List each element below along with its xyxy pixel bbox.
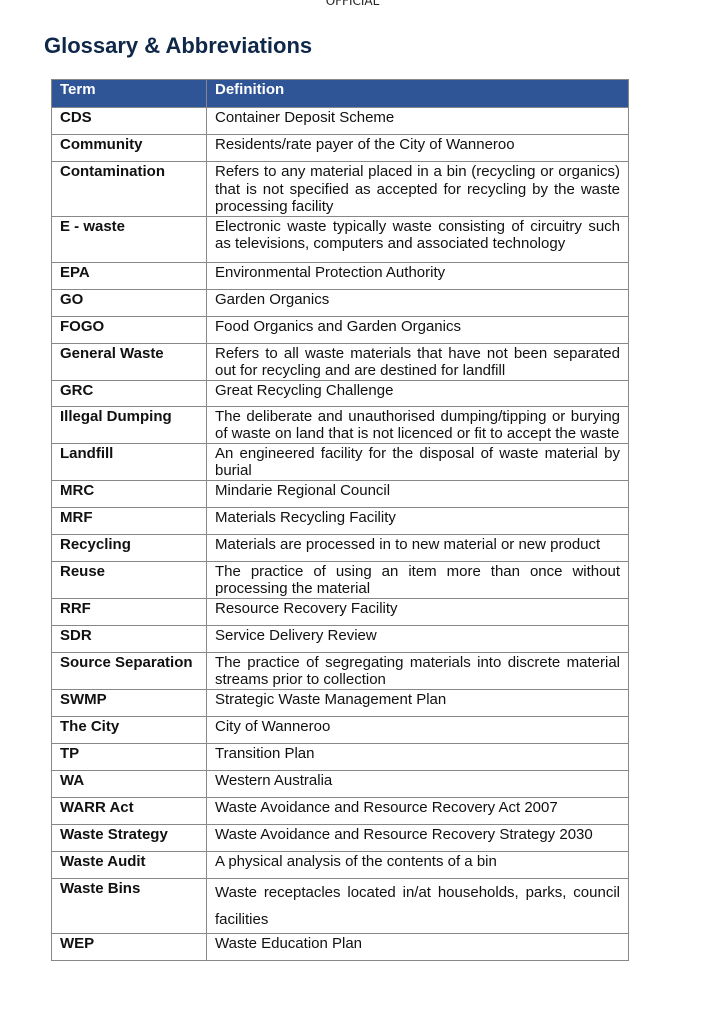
term-cell: Waste Bins xyxy=(51,877,207,934)
term-cell: RRF xyxy=(51,597,207,626)
term-cell: Reuse xyxy=(51,560,207,599)
official-header: OFFICIAL xyxy=(325,0,380,8)
table-row: GRC Great Recycling Challenge xyxy=(51,379,629,407)
definition-cell: Waste Avoidance and Resource Recovery St… xyxy=(206,823,629,852)
table-row: WARR Act Waste Avoidance and Resource Rec… xyxy=(51,796,629,825)
definition-cell: Western Australia xyxy=(206,769,629,798)
page-title: Glossary & Abbreviations xyxy=(44,33,313,58)
table-row: FOGO Food Organics and Garden Organics xyxy=(51,315,629,344)
definition-cell: Great Recycling Challenge xyxy=(206,379,629,407)
term-cell: SDR xyxy=(51,624,207,653)
definition-cell: Transition Plan xyxy=(206,742,629,771)
definition-cell: Waste Avoidance and Resource Recovery Ac… xyxy=(206,796,629,825)
table-row: WA Western Australia xyxy=(51,769,629,798)
definition-cell: Refers to all waste materials that have … xyxy=(206,342,629,381)
term-cell: WARR Act xyxy=(51,796,207,825)
table-row: Source Separation The practice of segrega… xyxy=(51,651,629,690)
definition-cell: Waste receptacles located in/at househol… xyxy=(206,877,629,934)
table-row: Waste Audit A physical analysis of the co… xyxy=(51,850,629,879)
term-cell: WA xyxy=(51,769,207,798)
term-cell: MRC xyxy=(51,479,207,508)
definition-cell: Food Organics and Garden Organics xyxy=(206,315,629,344)
table-row: Landfill An engineered facility for the d… xyxy=(51,442,629,481)
term-cell: WEP xyxy=(51,932,207,961)
definition-cell: The deliberate and unauthorised dumping/… xyxy=(206,405,629,444)
term-cell: GO xyxy=(51,288,207,317)
definition-cell: Electronic waste typically waste consist… xyxy=(206,215,629,263)
term-cell: Contamination xyxy=(51,161,207,217)
definition-cell: Garden Organics xyxy=(206,288,629,317)
term-cell: General Waste xyxy=(51,342,207,381)
table-row: Reuse The practice of using an item more … xyxy=(51,560,629,599)
table-row: Waste Bins Waste receptacles located in/a… xyxy=(51,877,629,934)
definition-cell: Mindarie Regional Council xyxy=(206,479,629,508)
definition-cell: Residents/rate payer of the City of Wann… xyxy=(206,134,629,162)
table-row: MRF Materials Recycling Facility xyxy=(51,506,629,535)
table-row: Illegal Dumping The deliberate and unauth… xyxy=(51,405,629,444)
term-cell: Illegal Dumping xyxy=(51,405,207,444)
term-cell: Landfill xyxy=(51,442,207,481)
term-cell: CDS xyxy=(51,107,207,135)
definition-cell: City of Wanneroo xyxy=(206,715,629,744)
definition-cell: The practice of segregating materials in… xyxy=(206,651,629,690)
term-cell: GRC xyxy=(51,379,207,407)
table-row: Recycling Materials are processed in to n… xyxy=(51,533,629,562)
definition-cell: Materials are processed in to new materi… xyxy=(206,533,629,562)
table-row: CDS Container Deposit Scheme xyxy=(51,107,629,135)
term-cell: TP xyxy=(51,742,207,771)
table-row: TP Transition Plan xyxy=(51,742,629,771)
column-header-definition: Definition xyxy=(206,79,629,108)
definition-cell: A physical analysis of the contents of a… xyxy=(206,850,629,879)
term-cell: MRF xyxy=(51,506,207,535)
table-row: RRF Resource Recovery Facility xyxy=(51,597,629,626)
table-row: Community Residents/rate payer of the Cit… xyxy=(51,134,629,162)
definition-cell: An engineered facility for the disposal … xyxy=(206,442,629,481)
term-cell: FOGO xyxy=(51,315,207,344)
definition-cell: Resource Recovery Facility xyxy=(206,597,629,626)
table-header-row: Term Definition xyxy=(51,79,629,108)
term-cell: EPA xyxy=(51,261,207,290)
table-row: MRC Mindarie Regional Council xyxy=(51,479,629,508)
definition-cell: Waste Education Plan xyxy=(206,932,629,961)
table-row: The City City of Wanneroo xyxy=(51,715,629,744)
definition-cell: Materials Recycling Facility xyxy=(206,506,629,535)
table-row: WEP Waste Education Plan xyxy=(51,932,629,961)
table-row: Waste Strategy Waste Avoidance and Resour… xyxy=(51,823,629,852)
table-row: EPA Environmental Protection Authority xyxy=(51,261,629,290)
table-row: SDR Service Delivery Review xyxy=(51,624,629,653)
definition-cell: Service Delivery Review xyxy=(206,624,629,653)
definition-cell: Environmental Protection Authority xyxy=(206,261,629,290)
definition-cell: Strategic Waste Management Plan xyxy=(206,688,629,717)
table-row: SWMP Strategic Waste Management Plan xyxy=(51,688,629,717)
term-cell: Recycling xyxy=(51,533,207,562)
term-cell: Waste Strategy xyxy=(51,823,207,852)
term-cell: Source Separation xyxy=(51,651,207,690)
definition-cell: Container Deposit Scheme xyxy=(206,107,629,135)
term-cell: The City xyxy=(51,715,207,744)
column-header-term: Term xyxy=(51,79,207,108)
term-cell: E - waste xyxy=(51,215,207,263)
table-row: Contamination Refers to any material plac… xyxy=(51,161,629,217)
table-row: E - waste Electronic waste typically wast… xyxy=(51,215,629,263)
definition-cell: The practice of using an item more than … xyxy=(206,560,629,599)
term-cell: Waste Audit xyxy=(51,850,207,879)
term-cell: Community xyxy=(51,134,207,162)
glossary-table: Term Definition CDS Container Deposit Sch… xyxy=(51,79,629,961)
definition-cell: Refers to any material placed in a bin (… xyxy=(206,161,629,217)
table-row: General Waste Refers to all waste materia… xyxy=(51,342,629,381)
table-row: GO Garden Organics xyxy=(51,288,629,317)
term-cell: SWMP xyxy=(51,688,207,717)
